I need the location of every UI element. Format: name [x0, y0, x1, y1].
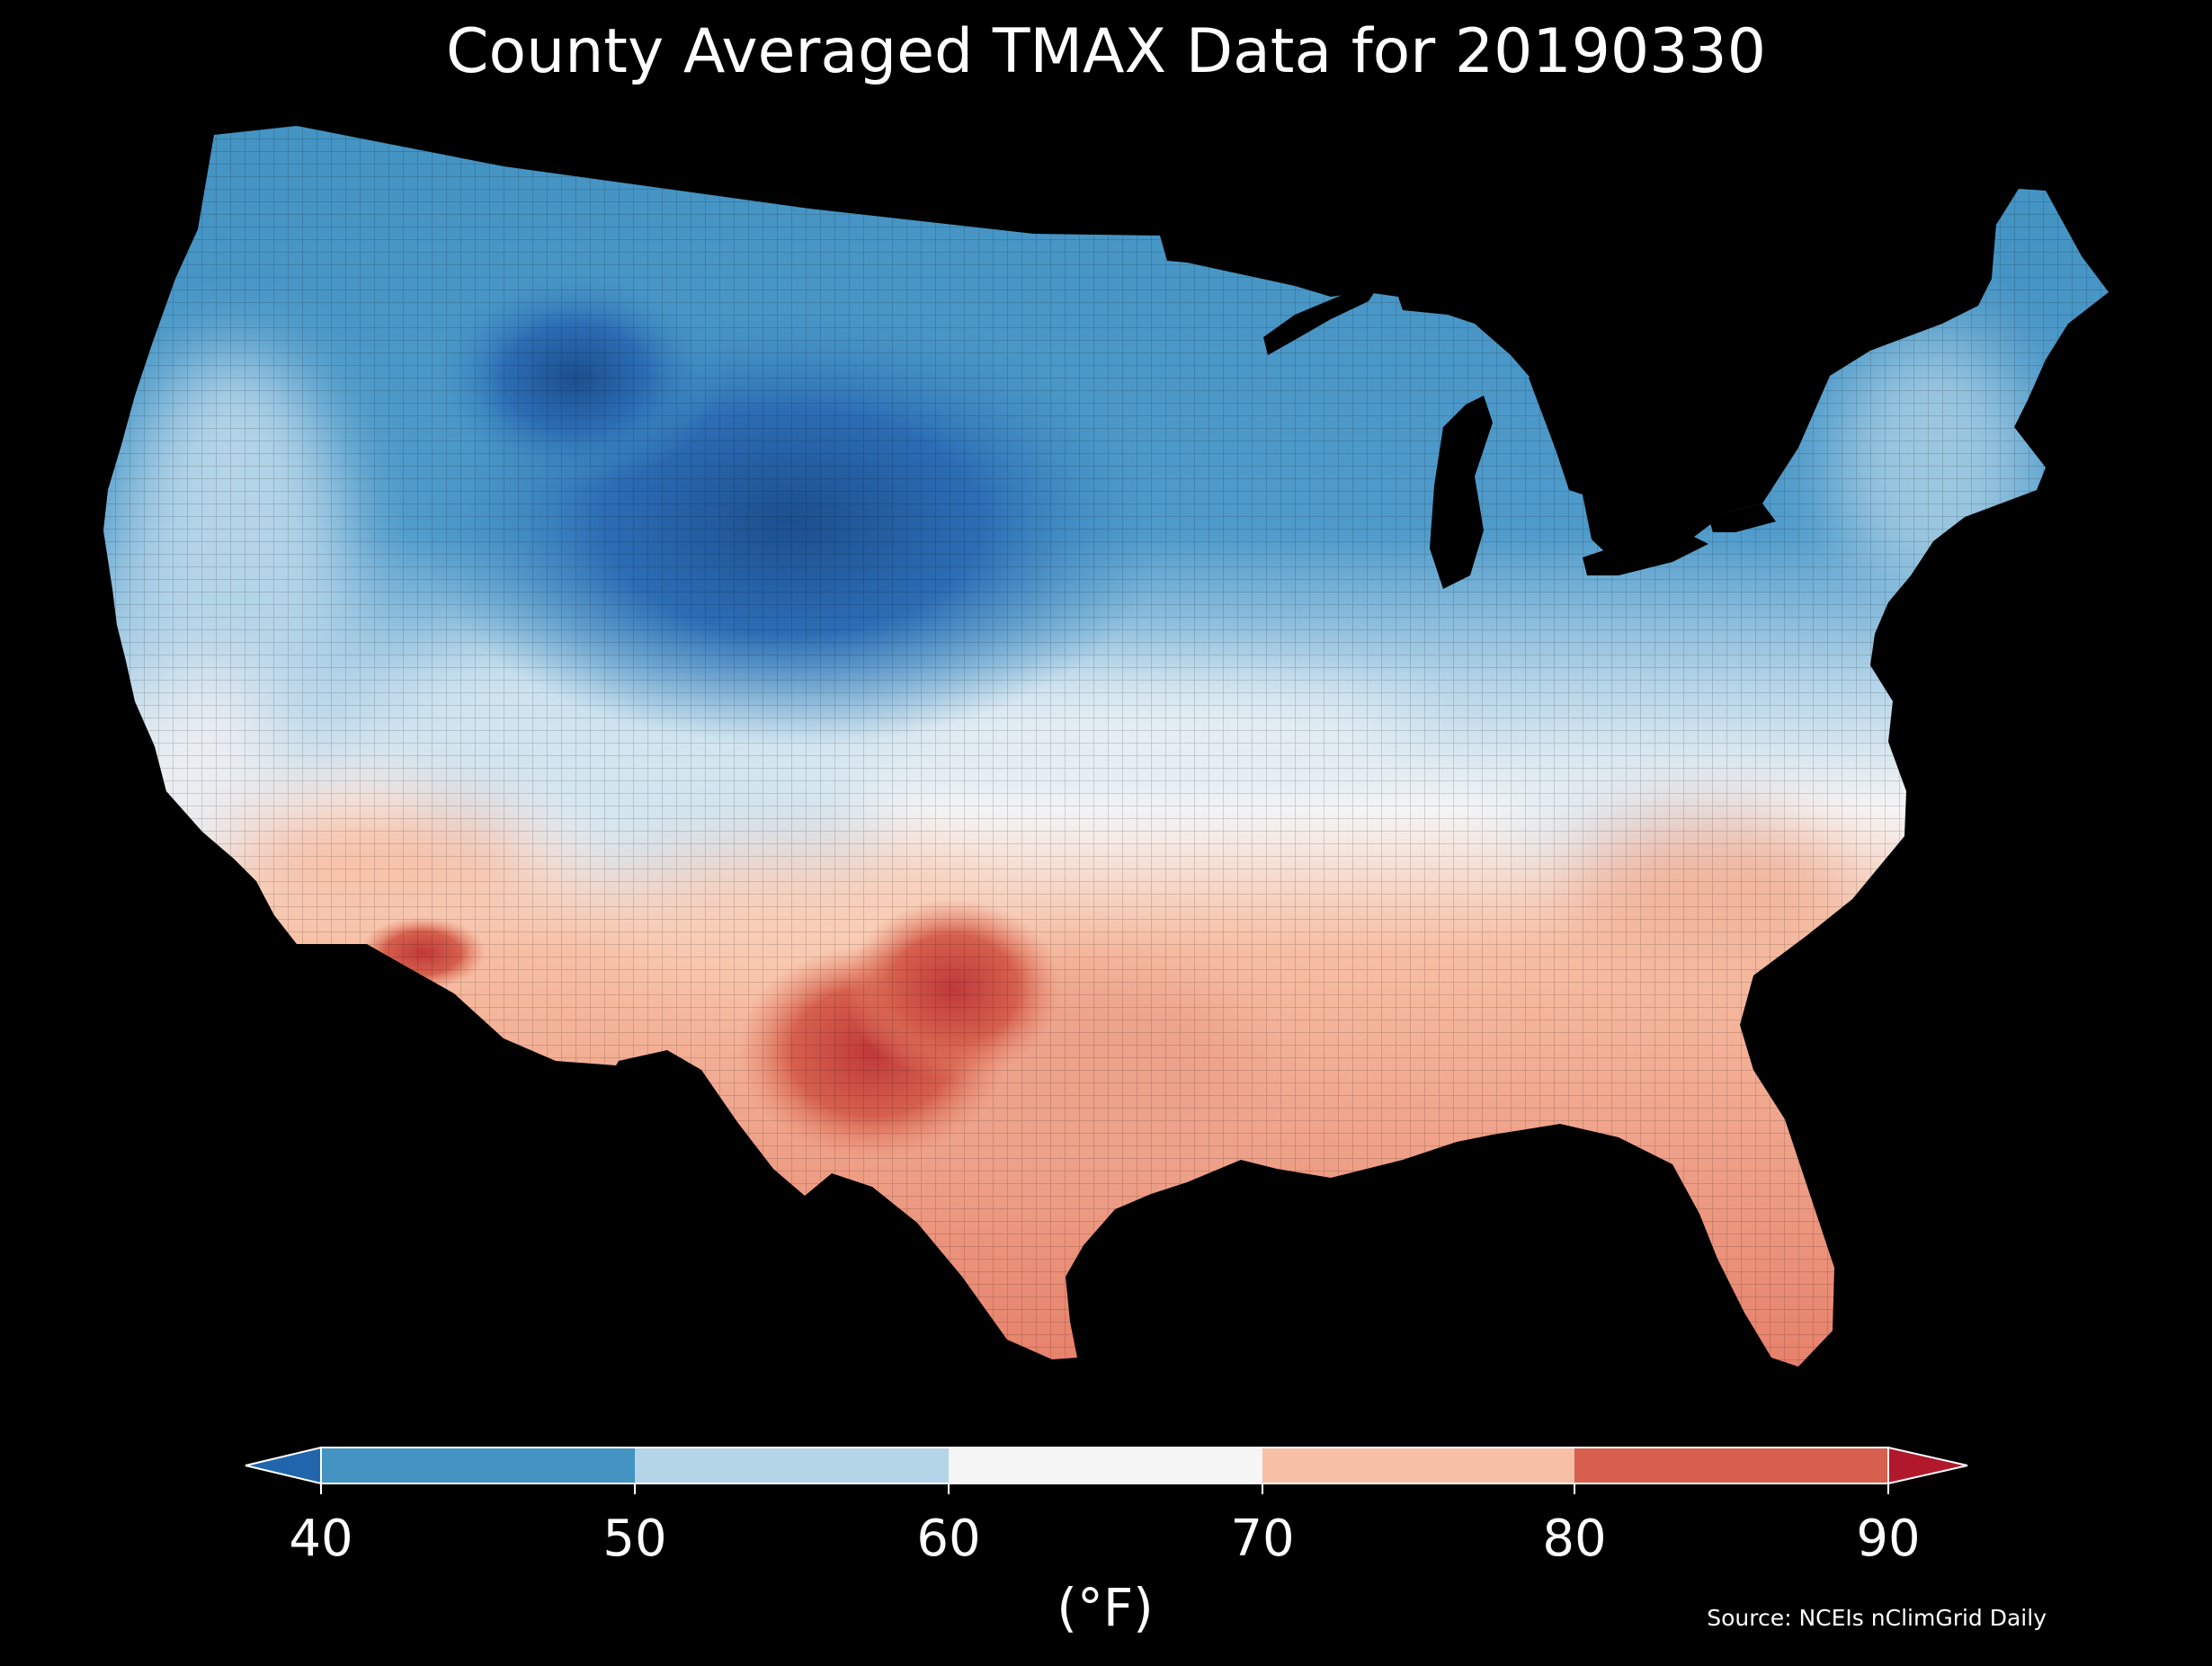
colorbar-tick-label: 60	[916, 1510, 980, 1568]
us-counties	[103, 126, 2109, 1367]
colorbar-over-arrow	[1887, 1446, 1968, 1485]
map-title: County Averaged TMAX Data for 20190330	[446, 16, 1766, 87]
colorbar-ticks	[320, 1483, 1889, 1494]
colorbar-frame	[320, 1447, 1889, 1484]
great-lakes	[1263, 283, 1776, 589]
colorbar-bin-80-90	[1574, 1448, 1888, 1483]
source-credit: Source: NCEIs nClimGrid Daily	[1707, 1605, 2047, 1631]
colorbar-under-arrow	[245, 1446, 322, 1485]
colorbar-tick-label: 80	[1542, 1510, 1606, 1568]
colorbar-tick-label: 90	[1856, 1510, 1920, 1568]
colorbar-unit-label: (°F)	[1057, 1577, 1154, 1638]
colorbar-bin-50-60	[635, 1448, 949, 1483]
colorbar-bin-70-80	[1262, 1448, 1574, 1483]
colorbar-bin-40-50	[321, 1448, 635, 1483]
colorbar: 40 50 60 70 80 90 (°F)	[245, 1446, 1968, 1638]
colorbar-tick-label: 40	[289, 1510, 352, 1568]
colorbar-bin-60-70	[949, 1448, 1262, 1483]
colorbar-tick-label: 70	[1230, 1510, 1294, 1568]
colorbar-tick-label: 50	[602, 1510, 666, 1568]
